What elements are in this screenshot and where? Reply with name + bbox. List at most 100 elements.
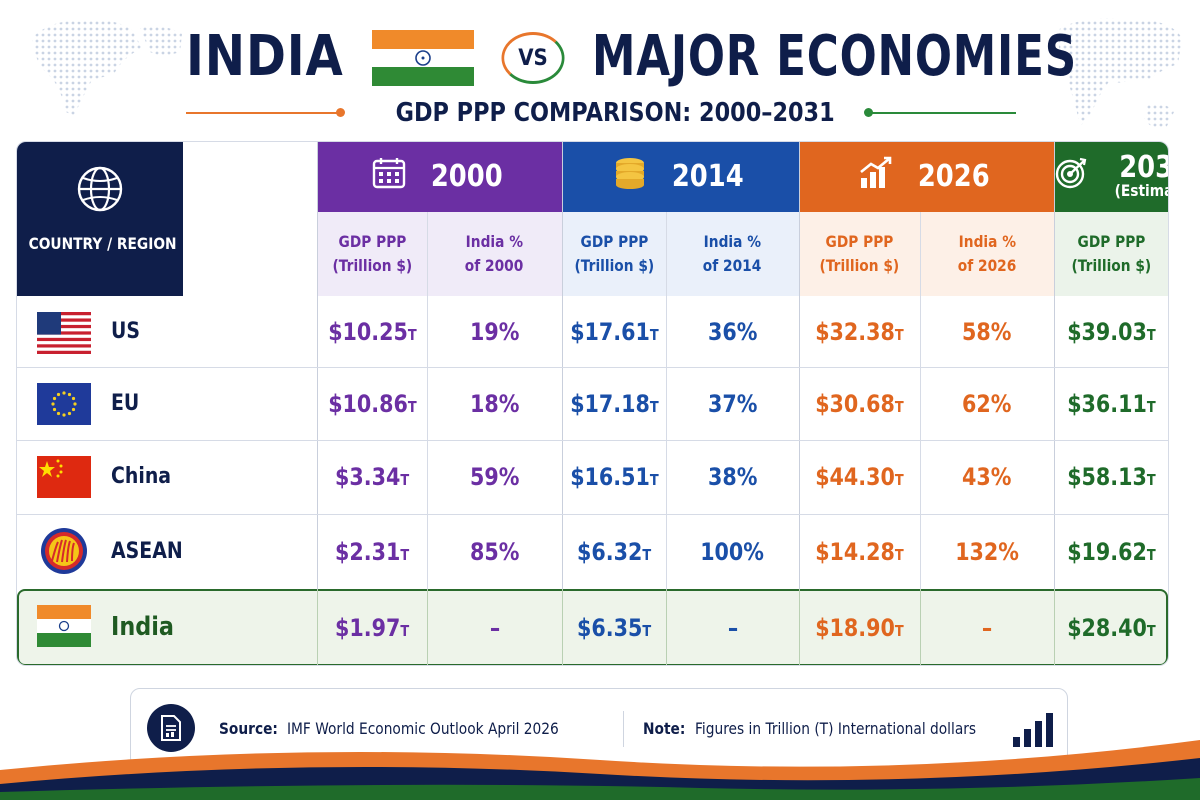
year-header-2031: 2031(Estimate) (1054, 142, 1168, 212)
china-flag-icon (37, 456, 91, 502)
corner-header: COUNTRY / REGION (17, 142, 183, 296)
year-note: (Estimate) (1114, 181, 1168, 200)
coins-icon (612, 156, 648, 198)
gdp-value: $6.32T (576, 537, 652, 566)
india-percent-value: 38% (707, 463, 758, 491)
grid-line (666, 589, 667, 665)
unit-suffix: T (649, 325, 659, 344)
header: INDIA VS MAJOR ECONOMIES GDP PPP COMPARI… (0, 0, 1200, 140)
gdp-value: $44.30T (815, 463, 904, 491)
gdp-value: $30.68T (815, 389, 904, 418)
gdp-value: $2.31T (334, 537, 410, 566)
grid-line (562, 142, 563, 589)
document-report-icon (147, 704, 195, 752)
unit-suffix: T (894, 621, 904, 640)
india-percent-value: 80% (1168, 367, 1169, 440)
row-label-eu: EU (17, 367, 183, 440)
unit-suffix: T (649, 397, 659, 416)
gdp-value: $58.13T (1066, 463, 1156, 491)
unit-suffix: T (407, 325, 417, 344)
india-percent-value: 147% (1168, 514, 1169, 589)
comparison-table: COUNTRY / REGION 2000 GDP PPP (Trillion $)… (16, 141, 1169, 666)
unit-suffix: T (894, 471, 904, 489)
gdp-value: $16.51T (569, 463, 659, 491)
grid-line (317, 589, 318, 665)
unit-suffix: T (894, 397, 904, 416)
gdp-value: $6.35T (576, 613, 652, 642)
india-percent-value: 18% (469, 389, 520, 418)
india-percent-value: – (727, 613, 738, 642)
growth-chart-icon (858, 156, 894, 198)
unit-suffix: T (1146, 325, 1156, 344)
india-percent-value: 36% (707, 317, 758, 346)
country-name: China (111, 464, 172, 489)
gdp-value: $28.40T (1066, 613, 1156, 642)
bottom-wave-decoration (0, 740, 1200, 800)
unit-suffix: T (1146, 471, 1156, 489)
unit-suffix: T (1146, 621, 1156, 640)
india-percent-value: 37% (707, 389, 758, 418)
country-name: EU (111, 391, 140, 416)
eu-flag-icon (37, 383, 91, 429)
india-row-highlight (17, 589, 1168, 665)
year-label: 2031 (1119, 150, 1168, 185)
gdp-value: $18.90T (815, 613, 904, 642)
grid-line (799, 142, 800, 589)
divider (868, 112, 1016, 114)
india-percent-value: – (981, 613, 993, 642)
gdp-value: $10.86T (327, 389, 417, 418)
grid-line (799, 589, 800, 665)
unit-suffix: T (642, 621, 652, 640)
india-percent-value: 62% (962, 389, 1012, 418)
unit-suffix: T (1146, 545, 1156, 564)
gdp-value: $17.18T (569, 389, 659, 418)
unit-suffix: T (642, 545, 652, 564)
grid-line (427, 589, 428, 665)
india-percent-value: 19% (469, 317, 520, 346)
unit-suffix: T (894, 545, 904, 564)
asean-emblem-icon (39, 526, 89, 580)
india-percent-header: India % of 2000 (427, 212, 562, 296)
gdp-value: $3.34T (334, 463, 410, 491)
world-map-icon (32, 20, 182, 117)
gdp-value: $36.11T (1066, 389, 1156, 418)
gdp-value: $39.03T (1066, 317, 1156, 346)
grid-line (1054, 589, 1055, 665)
india-flag-icon (372, 30, 474, 86)
note-text: Figures in Trillion (T) International do… (695, 719, 977, 738)
grid-line (17, 514, 1168, 515)
india-percent-value: 74% (1168, 296, 1169, 367)
divider-dot (336, 108, 345, 117)
unit-suffix: T (400, 545, 410, 564)
gdp-value: $10.25T (327, 317, 417, 346)
vs-badge: VS (501, 32, 565, 84)
country-name: ASEAN (111, 539, 183, 564)
target-icon (1054, 156, 1090, 198)
unit-suffix: T (400, 621, 410, 640)
globe-icon (77, 166, 123, 212)
year-label: 2014 (671, 159, 744, 194)
gdp-value: $1.97T (334, 613, 410, 642)
grid-line (1054, 142, 1055, 589)
unit-suffix: T (407, 397, 417, 416)
gdp-ppp-header: GDP PPP (Trillion $) (317, 212, 427, 296)
unit-suffix: T (649, 471, 659, 489)
india-percent-value: – (1168, 589, 1169, 666)
india-flag-icon (37, 605, 91, 651)
us-flag-icon (37, 312, 91, 358)
row-label-india: India (17, 589, 183, 665)
india-percent-value: – (489, 613, 500, 642)
india-percent-value: 50% (1168, 440, 1169, 514)
unit-suffix: T (400, 471, 410, 489)
year-header-2026: 2026 (799, 142, 1054, 212)
gdp-ppp-header: GDP PPP (Trillion $) (799, 212, 920, 296)
country-name: India (111, 612, 175, 642)
subtitle: GDP PPP COMPARISON: 2000–2031 (395, 98, 835, 128)
gdp-value: $14.28T (815, 537, 904, 566)
source-text: IMF World Economic Outlook April 2026 (287, 719, 559, 738)
india-percent-value: 58% (962, 317, 1012, 346)
grid-line (17, 367, 1168, 368)
year-header-2014: 2014 (562, 142, 799, 212)
unit-suffix: T (1146, 397, 1156, 416)
year-label: 2026 (917, 159, 990, 194)
